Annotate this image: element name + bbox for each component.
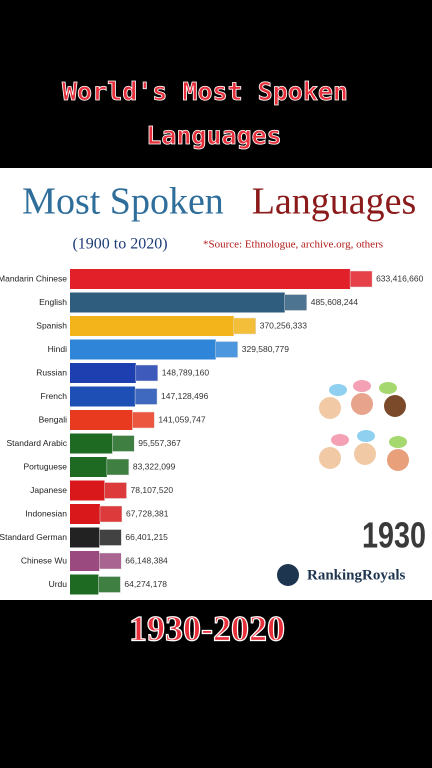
flag — [284, 294, 307, 311]
bar — [70, 457, 107, 477]
flag — [233, 317, 256, 335]
value-label: 66,148,384 — [125, 555, 168, 565]
bar-label: Spanish — [36, 320, 67, 330]
chart-title-part1: Most Spoken — [22, 181, 224, 223]
value-label: 78,107,520 — [131, 485, 174, 495]
bar-label: English — [39, 297, 67, 307]
bar — [70, 504, 100, 524]
bar — [70, 480, 105, 501]
bar-label: Japanese — [30, 485, 67, 495]
bar-label: Chinese Wu — [21, 555, 67, 565]
value-label: 66,401,215 — [125, 532, 168, 542]
value-label: 83,322,099 — [133, 461, 176, 471]
bar-label: Bengali — [39, 414, 67, 424]
chart-subtitle: (1900 to 2020) — [72, 236, 167, 253]
value-label: 148,789,160 — [162, 367, 210, 377]
header-line2: Languages — [146, 121, 281, 150]
chart-title-part2: Languages — [252, 181, 417, 223]
bar — [70, 551, 100, 571]
bar-label: Standard German — [0, 532, 67, 542]
value-label: 329,580,779 — [242, 344, 290, 354]
bar-label: French — [41, 391, 68, 401]
flag — [99, 529, 122, 546]
brand-logo — [277, 564, 299, 586]
flag — [104, 482, 127, 499]
flag — [134, 388, 158, 405]
flag — [99, 505, 123, 523]
bar — [70, 386, 136, 407]
flag — [349, 270, 373, 288]
bar — [70, 433, 113, 454]
footer-text: 1930-2020 — [129, 608, 285, 648]
bar — [70, 527, 100, 548]
bar-label: Russian — [36, 367, 67, 377]
value-label: 633,416,660 — [376, 273, 424, 283]
flag — [132, 411, 155, 429]
brand-name: RankingRoyals — [307, 567, 406, 583]
bar-label: Mandarin Chinese — [0, 273, 67, 283]
header-line1: World's Most Spoken — [62, 77, 348, 106]
chart-source: *Source: Ethnologue, archive.org, others — [203, 239, 383, 251]
value-label: 64,274,178 — [124, 579, 167, 589]
flag — [98, 552, 122, 570]
bar — [70, 292, 285, 313]
bar — [70, 316, 234, 336]
flag — [215, 341, 238, 358]
bar-label: Urdu — [49, 579, 68, 589]
value-label: 485,608,244 — [311, 297, 359, 307]
bar-label: Standard Arabic — [7, 438, 68, 448]
bar-label: Indonesian — [25, 508, 67, 518]
bar — [70, 410, 133, 430]
bar — [70, 269, 351, 289]
illustration — [319, 380, 409, 471]
value-label: 370,256,333 — [260, 320, 308, 330]
bar — [70, 339, 216, 360]
flag — [98, 576, 121, 593]
flag — [106, 458, 130, 476]
value-label: 67,728,381 — [126, 508, 169, 518]
bar — [70, 574, 99, 595]
bar — [70, 363, 136, 383]
value-label: 95,557,367 — [138, 438, 181, 448]
value-label: 141,059,747 — [158, 414, 206, 424]
flag — [135, 364, 159, 382]
bar-label: Hindi — [48, 344, 67, 354]
flag — [112, 435, 135, 452]
value-label: 147,128,496 — [161, 391, 209, 401]
year-label: 1930 — [362, 514, 426, 555]
bar-label: Portuguese — [24, 461, 68, 471]
